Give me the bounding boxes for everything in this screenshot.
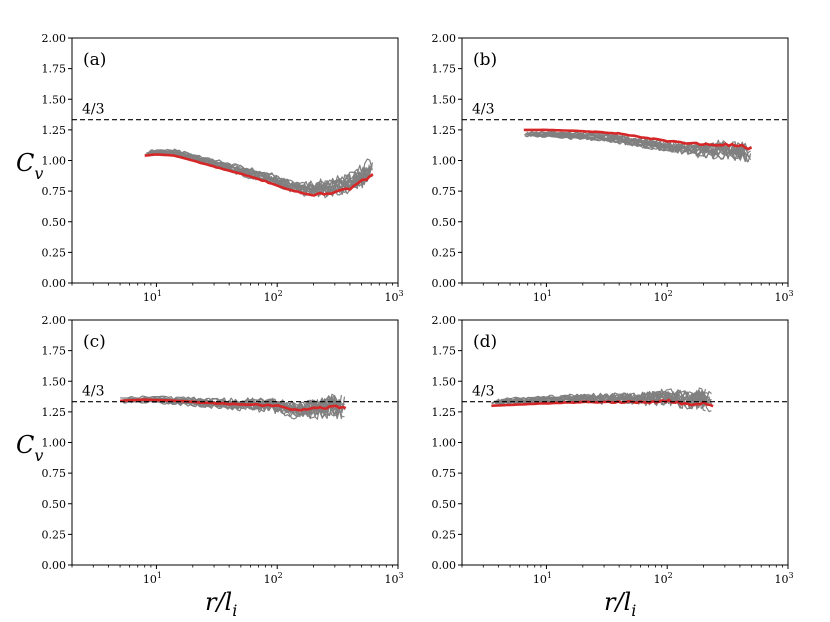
panel-b-ytick-label: 2.00 [432,32,457,45]
panel-b-plot-area [523,128,753,163]
panel-c-plot-area [120,393,347,420]
panel-b-sample-curve [525,131,751,158]
ylabel-top-main: C [16,149,34,177]
panel-c-mean-curve [120,398,347,412]
panel-a-mean-curve [144,153,374,197]
panel-d-ytick-label: 0.75 [432,467,457,480]
panel-a-ytick-label: 1.25 [42,124,67,137]
panel-b-xtick-label: 103 [774,289,793,304]
panel-b: 4/3 0.00 0.25 0.50 0.75 1.00 1.25 1.50 1.75 2.00 1… [432,32,794,304]
panel-d-ytick-label: 0.50 [432,498,457,511]
panel-c-ytick-label: 1.25 [42,406,67,419]
panel-b-ytick-label: 1.00 [432,155,457,168]
panel-c-reference-label: 4/3 [82,384,105,400]
panel-b-sample-curve [528,132,749,156]
panel-c-ytick-label: 0.50 [42,498,67,511]
panel-c-xtick-label: 103 [384,571,403,586]
panel-d-ytick-label: 1.00 [432,437,457,450]
xlabel-right-col: r/li [604,588,636,620]
panel-d-tag: (d) [473,332,497,352]
panel-c-ytick-label: 2.00 [42,314,67,327]
panel-d-xtick-label: 102 [654,571,673,586]
panel-a-sample-curve [150,148,370,191]
xlabel-right-main: r/l [604,588,631,616]
panel-a-ytick-label: 2.00 [42,32,67,45]
panel-c-axes-frame [71,319,399,566]
panel-d-xtick-label: 103 [774,571,793,586]
svg-text:Cv: Cv [16,431,43,465]
panel-a-axes-frame [71,37,399,284]
panel-c-ytick-label: 0.25 [42,528,67,541]
panel-c-xtick-label: 101 [143,571,162,586]
panel-b-ytick-label: 1.75 [432,63,457,76]
panel-a: 4/3 0.00 0.25 0.50 0.75 1.00 1.25 1.50 1.75 2.00 1… [42,32,404,304]
ylabel-bottom-sub: v [34,446,43,465]
panel-a-tag: (a) [83,50,106,70]
panel-d-ytick-label: 1.75 [432,345,457,358]
xlabel-left-col: r/li [205,588,237,620]
panel-d-reference-label: 4/3 [472,384,495,400]
panel-a-ytick-label: 0.75 [42,185,67,198]
panel-a-ytick-label: 0.50 [42,216,67,229]
ylabel-bottom-row: Cv [16,431,43,465]
panel-d-ytick-label: 0.25 [432,528,457,541]
xlabel-left-main: r/l [205,588,232,616]
panel-b-xtick-label: 102 [654,289,673,304]
panel-d-ytick-label: 1.50 [432,375,457,388]
panel-a-reference-label: 4/3 [82,102,105,118]
panel-c-ytick-label: 0.75 [42,467,67,480]
panel-b-ytick-label: 1.50 [432,93,457,106]
panel-a-xtick-label: 103 [384,289,403,304]
panel-b-tag: (b) [473,50,497,70]
panel-c-ytick-label: 0.00 [42,559,67,572]
panel-b-mean-curve [523,128,753,151]
panel-a-ytick-label: 1.75 [42,63,67,76]
panel-c-xtick-label: 102 [264,571,283,586]
panel-b-sample-curve [525,133,751,159]
panel-d-xtick-label: 101 [533,571,552,586]
panel-c-ytick-label: 1.00 [42,437,67,450]
panel-b-reference-label: 4/3 [472,102,495,118]
panel-a-ytick-label: 1.00 [42,155,67,168]
panel-b-ytick-label: 1.25 [432,124,457,137]
xlabel-left-sub: i [232,601,237,618]
panel-b-xtick-label: 101 [533,289,552,304]
panel-a-plot-area [144,148,374,199]
panel-b-axes-frame [461,37,789,284]
panel-c: 4/3 0.00 0.25 0.50 0.75 1.00 1.25 1.50 1.75 2.00 1… [42,314,404,586]
panel-c-tag: (c) [83,332,106,352]
panel-d-axes-frame [461,319,789,566]
panel-d-plot-area [491,387,714,413]
ylabel-top-sub: v [34,164,43,183]
panel-d: 4/3 0.00 0.25 0.50 0.75 1.00 1.25 1.50 1.75 2.00 1… [432,314,794,586]
panel-a-ytick-label: 0.00 [42,277,67,290]
panel-d-ytick-label: 0.00 [432,559,457,572]
panel-a-xtick-label: 102 [264,289,283,304]
panel-c-ytick-label: 1.75 [42,345,67,358]
ylabel-bottom-main: C [16,431,34,459]
svg-text:Cv: Cv [16,149,43,183]
panel-d-ytick-label: 1.25 [432,406,457,419]
panel-a-xtick-label: 101 [143,289,162,304]
panel-a-ytick-label: 0.25 [42,246,67,259]
panel-d-ytick-label: 2.00 [432,314,457,327]
panel-b-ytick-label: 0.75 [432,185,457,198]
xlabel-right-sub: i [631,601,636,618]
ylabel-top-row: Cv [16,149,43,183]
svg-text:r/li: r/li [604,588,636,618]
svg-text:r/li: r/li [205,588,237,618]
panel-b-ytick-label: 0.25 [432,246,457,259]
panel-a-ytick-label: 1.50 [42,93,67,106]
panel-c-ytick-label: 1.50 [42,375,67,388]
panel-b-ytick-label: 0.00 [432,277,457,290]
panel-b-ytick-label: 0.50 [432,216,457,229]
